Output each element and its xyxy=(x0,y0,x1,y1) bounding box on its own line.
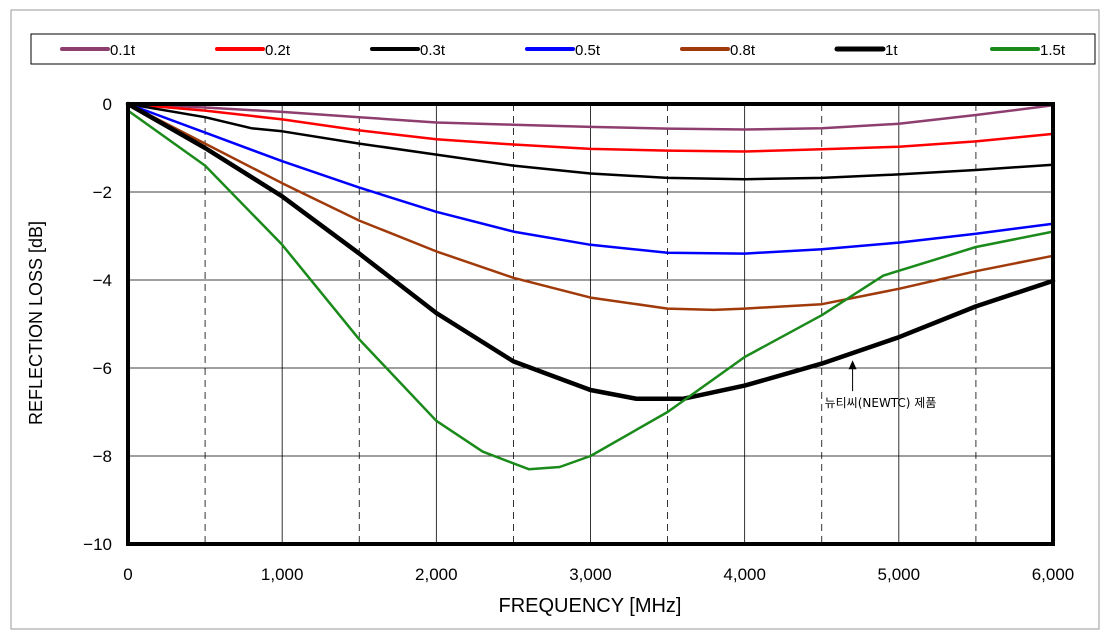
legend-label-0-3t: 0.3t xyxy=(420,42,446,59)
legend: 0.1t 0.2t 0.3t 0.5t 0.8t 1t 1.5t xyxy=(30,33,1096,65)
series-line-0-8t xyxy=(126,102,1055,312)
legend-label-0-5t: 0.5t xyxy=(575,42,601,59)
series-line-0-3t xyxy=(126,102,1055,181)
x-tick-label: 6,000 xyxy=(1032,565,1075,584)
x-tick-labels: 0 1,000 2,000 3,000 4,000 5,000 6,000 xyxy=(123,565,1074,584)
legend-label-1-5t: 1.5t xyxy=(1040,42,1066,59)
outer-frame xyxy=(10,9,1100,630)
plot-border xyxy=(126,102,1055,546)
annotation: 뉴티씨(NEWTC) 제품 xyxy=(825,360,937,410)
y-tick-label: −4 xyxy=(93,271,112,290)
series-line-0-1t xyxy=(126,102,1055,131)
y-tick-label: −10 xyxy=(83,535,112,554)
y-tick-labels: 0 −2 −4 −6 −8 −10 xyxy=(83,95,112,554)
y-tick-label: −2 xyxy=(93,183,112,202)
series-line-0-5t xyxy=(126,102,1055,255)
series-line-1-5t xyxy=(126,109,1055,471)
y-tick-label: 0 xyxy=(103,95,112,114)
x-axis-title: FREQUENCY [MHz] xyxy=(499,595,682,617)
x-tick-label: 3,000 xyxy=(569,565,612,584)
y-axis-title: REFLECTION LOSS [dB] xyxy=(26,221,46,425)
series-line-0-2t xyxy=(126,102,1055,153)
series-line-1t xyxy=(125,101,1056,402)
annotation-arrow-head xyxy=(848,360,857,370)
legend-label-1t: 1t xyxy=(885,42,898,59)
y-tick-label: −6 xyxy=(93,359,112,378)
series-group xyxy=(125,101,1056,471)
x-tick-label: 2,000 xyxy=(415,565,458,584)
legend-label-0-1t: 0.1t xyxy=(110,42,136,59)
legend-label-0-8t: 0.8t xyxy=(730,42,756,59)
x-tick-label: 0 xyxy=(123,565,132,584)
x-tick-label: 4,000 xyxy=(723,565,766,584)
annotation-label: 뉴티씨(NEWTC) 제품 xyxy=(825,396,937,410)
x-tick-label: 5,000 xyxy=(878,565,921,584)
y-tick-label: −8 xyxy=(93,447,112,466)
x-tick-label: 1,000 xyxy=(261,565,304,584)
legend-label-0-2t: 0.2t xyxy=(265,42,291,59)
